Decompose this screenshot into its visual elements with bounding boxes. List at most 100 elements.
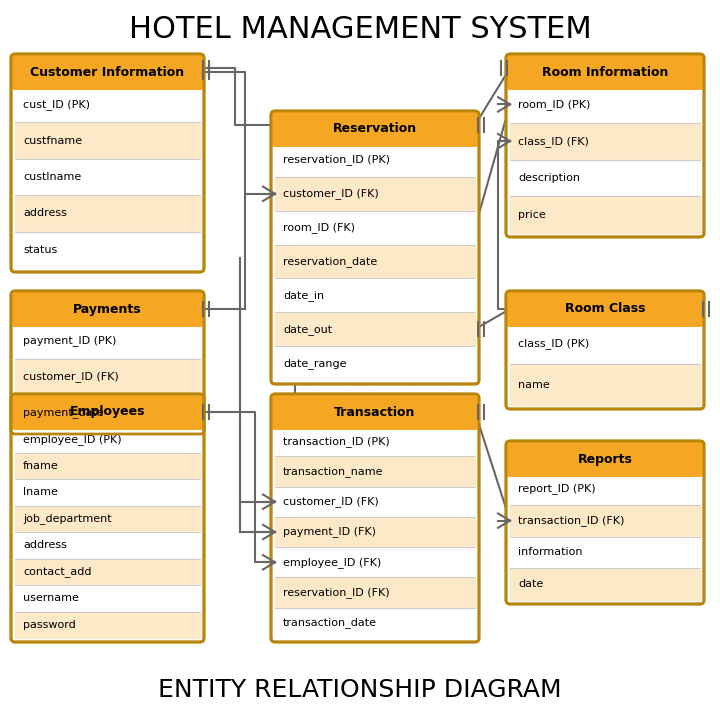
FancyBboxPatch shape — [506, 291, 704, 327]
Bar — [15, 505, 200, 532]
Bar — [15, 611, 200, 638]
Text: Reservation: Reservation — [333, 122, 417, 135]
Bar — [510, 568, 700, 600]
Text: transaction_ID (FK): transaction_ID (FK) — [518, 516, 624, 526]
Bar — [510, 197, 700, 233]
Bar — [275, 517, 475, 547]
Text: information: information — [518, 547, 582, 557]
FancyBboxPatch shape — [506, 441, 704, 477]
FancyBboxPatch shape — [11, 54, 204, 90]
Text: Customer Information: Customer Information — [30, 66, 184, 78]
FancyBboxPatch shape — [271, 111, 479, 384]
Text: transaction_name: transaction_name — [283, 466, 384, 477]
Text: room_ID (FK): room_ID (FK) — [283, 222, 355, 233]
Bar — [510, 505, 700, 536]
Text: SUBSCRIBE AND: SUBSCRIBE AND — [269, 274, 372, 287]
Bar — [510, 309, 700, 323]
Bar — [275, 487, 475, 517]
Text: itsourcecode.com: itsourcecode.com — [294, 371, 467, 390]
Bar — [15, 323, 200, 359]
Text: customer_ID (FK): customer_ID (FK) — [283, 496, 379, 507]
Text: report_ID (PK): report_ID (PK) — [518, 483, 595, 495]
Bar — [275, 279, 475, 312]
Text: reservation_date: reservation_date — [283, 256, 377, 267]
Text: HOTEL MANAGEMENT SYSTEM: HOTEL MANAGEMENT SYSTEM — [129, 16, 591, 45]
Bar — [15, 479, 200, 505]
Bar — [510, 536, 700, 568]
Bar — [15, 159, 200, 195]
Bar — [15, 559, 200, 585]
Text: employee_ID (PK): employee_ID (PK) — [23, 433, 122, 445]
Text: address: address — [23, 540, 67, 550]
Bar — [510, 86, 700, 122]
Bar — [15, 86, 200, 122]
Bar — [15, 232, 200, 268]
Text: lname: lname — [23, 487, 58, 498]
Bar — [275, 177, 475, 211]
Bar — [15, 426, 200, 452]
Text: ENTITY RELATIONSHIP DIAGRAM: ENTITY RELATIONSHIP DIAGRAM — [158, 678, 562, 702]
Text: address: address — [23, 208, 67, 218]
Text: Room Information: Room Information — [542, 66, 668, 78]
FancyBboxPatch shape — [271, 394, 479, 642]
Bar — [510, 160, 700, 197]
Bar — [510, 72, 700, 86]
Bar — [15, 452, 200, 479]
Bar — [510, 473, 700, 505]
Text: custlname: custlname — [23, 172, 81, 182]
Bar — [15, 309, 200, 323]
FancyBboxPatch shape — [11, 54, 204, 272]
Text: job_department: job_department — [23, 513, 112, 524]
Text: employee_ID (FK): employee_ID (FK) — [283, 557, 382, 568]
Bar — [15, 395, 200, 430]
Text: description: description — [518, 173, 580, 183]
Bar — [275, 143, 475, 177]
Text: date_in: date_in — [283, 290, 324, 301]
Bar — [510, 122, 700, 160]
Bar — [15, 72, 200, 86]
FancyBboxPatch shape — [506, 291, 704, 409]
Text: ITSOURCECODE TUTORIAL: ITSOURCECODE TUTORIAL — [276, 315, 404, 325]
Text: Room Class: Room Class — [564, 302, 645, 315]
Text: transaction_date: transaction_date — [283, 618, 377, 629]
Text: room_ID (PK): room_ID (PK) — [518, 99, 590, 110]
Bar — [510, 323, 700, 364]
Bar — [275, 412, 475, 426]
Text: customer_ID (FK): customer_ID (FK) — [283, 189, 379, 199]
Bar — [15, 412, 200, 426]
Text: Transaction: Transaction — [334, 405, 415, 418]
Text: payment_ID (FK): payment_ID (FK) — [283, 526, 376, 537]
Text: Payments: Payments — [73, 302, 142, 315]
Bar — [275, 312, 475, 346]
Bar — [275, 211, 475, 245]
Text: reservation_ID (FK): reservation_ID (FK) — [283, 587, 390, 598]
Text: password: password — [23, 620, 76, 630]
Text: date_range: date_range — [283, 358, 346, 369]
Bar — [15, 359, 200, 395]
Text: cust_ID (PK): cust_ID (PK) — [23, 99, 90, 109]
Bar — [275, 547, 475, 577]
Text: class_ID (PK): class_ID (PK) — [518, 338, 589, 349]
Text: Employees: Employees — [70, 405, 145, 418]
Text: contact_add: contact_add — [23, 567, 91, 577]
Text: status: status — [23, 245, 58, 255]
Bar — [275, 456, 475, 487]
Bar — [275, 245, 475, 279]
Bar — [15, 585, 200, 611]
Text: transaction_ID (PK): transaction_ID (PK) — [283, 436, 390, 446]
Bar — [15, 532, 200, 559]
FancyBboxPatch shape — [11, 291, 204, 327]
FancyBboxPatch shape — [506, 441, 704, 604]
Text: payment_date: payment_date — [23, 407, 104, 418]
Text: date: date — [518, 579, 544, 589]
Text: price: price — [518, 210, 546, 220]
Bar — [510, 364, 700, 405]
FancyBboxPatch shape — [506, 54, 704, 237]
FancyBboxPatch shape — [506, 54, 704, 90]
Text: date_out: date_out — [283, 324, 332, 335]
Bar — [275, 346, 475, 380]
Text: class_ID (FK): class_ID (FK) — [518, 135, 589, 147]
FancyBboxPatch shape — [271, 394, 479, 430]
Bar — [15, 122, 200, 159]
FancyBboxPatch shape — [11, 394, 204, 430]
